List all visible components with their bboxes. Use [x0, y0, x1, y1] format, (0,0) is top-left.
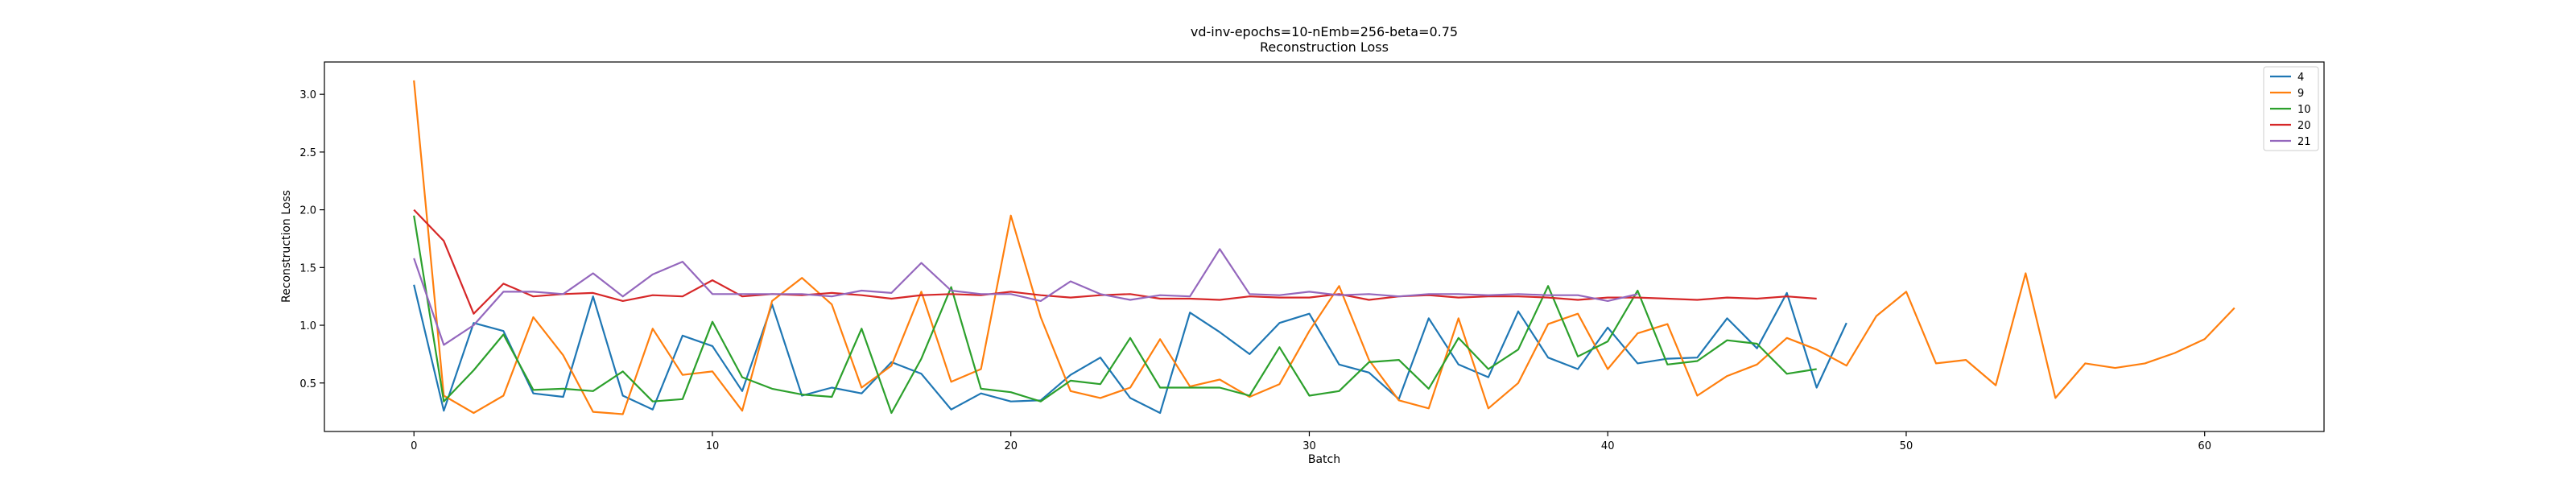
legend-label-4: 4 — [2297, 72, 2304, 84]
x-tick-label: 10 — [706, 440, 720, 452]
legend: 4 9 10 20 21 — [2263, 66, 2319, 151]
series-line-9 — [413, 80, 2235, 415]
series-line-10 — [413, 215, 1817, 415]
chart-title: vd-inv-epochs=10-nEmb=256-beta=0.75 — [1191, 24, 1458, 39]
series-line-20 — [413, 208, 1817, 315]
series-line-21 — [413, 248, 1638, 346]
x-tick-label: 60 — [2198, 440, 2211, 452]
series-lines — [413, 80, 2235, 415]
legend-label-9: 9 — [2297, 88, 2304, 100]
x-axis-label: Batch — [1308, 453, 1340, 466]
y-tick-label: 1.5 — [299, 262, 316, 275]
legend-label-21: 21 — [2297, 136, 2311, 148]
x-tick-label: 30 — [1302, 440, 1316, 452]
x-axis-ticks: 0 10 20 30 40 50 60 — [411, 431, 2211, 452]
x-tick-label: 20 — [1004, 440, 1018, 452]
y-tick-label: 1.0 — [299, 320, 316, 332]
y-tick-label: 0.5 — [299, 378, 316, 390]
y-axis-label: Reconstruction Loss — [280, 190, 293, 303]
x-tick-label: 40 — [1601, 440, 1615, 452]
y-tick-label: 2.5 — [299, 147, 316, 159]
y-axis-ticks: 0.5 1.0 1.5 2.0 2.5 3.0 — [299, 89, 324, 390]
legend-label-10: 10 — [2297, 104, 2311, 116]
y-tick-label: 3.0 — [299, 89, 316, 101]
x-tick-label: 50 — [1900, 440, 1913, 452]
plot-frame — [324, 61, 2325, 432]
series-line-4 — [413, 284, 1847, 415]
x-tick-label: 0 — [411, 440, 417, 452]
chart-subtitle: Reconstruction Loss — [1260, 39, 1389, 55]
legend-label-20: 20 — [2297, 120, 2311, 132]
y-tick-label: 2.0 — [299, 205, 316, 217]
